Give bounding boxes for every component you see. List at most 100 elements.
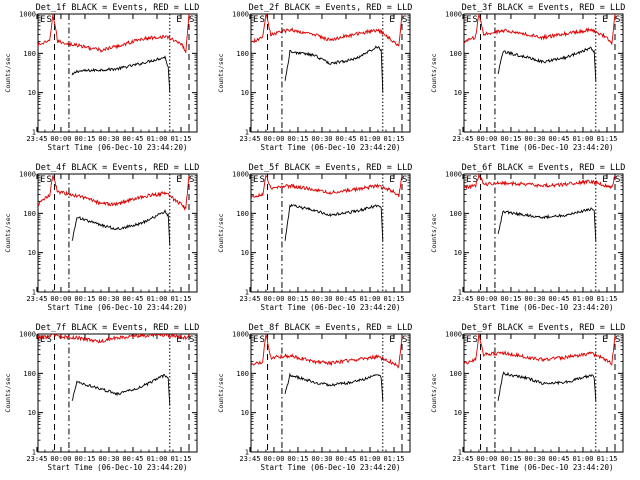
events-series-line	[71, 208, 171, 246]
plot-frame	[37, 13, 198, 133]
panel-title: Det_1f BLACK = Events, RED = LLD	[36, 3, 200, 13]
x-tick-label: 00:00	[50, 135, 71, 143]
x-tick-label: 00:00	[476, 135, 497, 143]
x-tick-label: 00:30	[98, 295, 119, 303]
event-marker-e: E	[389, 175, 394, 185]
event-marker-s: S	[260, 335, 265, 345]
plot-frame	[250, 173, 411, 293]
x-tick-label: 00:15	[500, 295, 521, 303]
panel-det-8: Det_8f BLACK = Events, RED = LLD 1 10 100 10…	[217, 323, 412, 472]
x-tick-label: 01:00	[359, 295, 380, 303]
y-axis-label: Counts/sec	[4, 373, 12, 412]
x-tick-label: 00:15	[74, 455, 95, 463]
y-tick-label: 1000	[445, 331, 462, 339]
x-tick-label: 23:45	[26, 295, 47, 303]
x-tick-label: 00:15	[74, 135, 95, 143]
x-tick-label: 23:45	[26, 135, 47, 143]
event-marker-s: S	[47, 175, 52, 185]
x-tick-label: 00:15	[287, 455, 308, 463]
plot-frame	[463, 173, 624, 293]
x-axis-label: Start Time (06-Dec-10 23:44:20)	[474, 143, 614, 152]
panel-det-7: Det_7f BLACK = Events, RED = LLD 1 10 100 10…	[4, 323, 199, 472]
x-tick-label: 01:00	[572, 455, 593, 463]
x-tick-label: 01:15	[596, 295, 617, 303]
lld-series-line	[464, 174, 616, 191]
event-marker-e: E	[176, 15, 181, 25]
y-tick-label: 1	[32, 129, 36, 137]
y-tick-label: 100	[23, 210, 36, 218]
x-tick-label: 01:15	[383, 135, 404, 143]
panel-title: Det_5f BLACK = Events, RED = LLD	[249, 163, 413, 173]
x-tick-label: 00:45	[335, 135, 356, 143]
x-tick-label: 01:00	[146, 455, 167, 463]
x-tick-label: 00:00	[476, 455, 497, 463]
x-tick-label: 23:45	[26, 455, 47, 463]
event-marker-s: S	[402, 175, 407, 185]
x-tick-label: 01:00	[146, 135, 167, 143]
panel-title: Det_3f BLACK = Events, RED = LLD	[462, 3, 626, 13]
x-tick-label: 00:45	[548, 455, 569, 463]
x-tick-label: 01:00	[572, 295, 593, 303]
event-marker-e: E	[253, 175, 258, 185]
x-tick-label: 01:00	[146, 295, 167, 303]
events-series-line	[71, 55, 171, 93]
lld-series-line	[464, 14, 616, 45]
event-marker-s: S	[189, 335, 194, 345]
x-tick-label: 00:00	[263, 455, 284, 463]
y-tick-label: 1	[245, 289, 249, 297]
events-series-line	[497, 207, 597, 241]
x-tick-label: 00:45	[548, 135, 569, 143]
y-tick-label: 10	[454, 249, 462, 257]
x-tick-label: 00:00	[263, 135, 284, 143]
x-tick-label: 01:15	[170, 135, 191, 143]
panel-det-1: Det_1f BLACK = Events, RED = LLD 1 10 100 10…	[4, 3, 199, 152]
y-tick-label: 10	[241, 249, 249, 257]
plot-frame	[250, 333, 411, 453]
y-tick-label: 1	[458, 289, 462, 297]
x-tick-label: 00:30	[98, 135, 119, 143]
y-axis-label: Counts/sec	[4, 53, 12, 92]
x-tick-label: 00:30	[524, 295, 545, 303]
y-tick-label: 1000	[232, 331, 249, 339]
event-marker-s: S	[473, 15, 478, 25]
event-marker-e: E	[253, 15, 258, 25]
panel-det-6: Det_6f BLACK = Events, RED = LLD 1 10 100 10…	[430, 163, 625, 312]
lld-series-line	[251, 334, 403, 369]
x-tick-label: 00:15	[74, 295, 95, 303]
x-tick-label: 23:45	[452, 135, 473, 143]
plot-frame	[463, 333, 624, 453]
panel-title: Det_6f BLACK = Events, RED = LLD	[462, 163, 626, 173]
x-tick-label: 01:00	[572, 135, 593, 143]
y-tick-label: 10	[241, 89, 249, 97]
x-tick-label: 00:15	[500, 455, 521, 463]
x-tick-label: 00:15	[500, 135, 521, 143]
plot-frame	[250, 13, 411, 133]
event-marker-s: S	[189, 175, 194, 185]
lld-series-line	[251, 14, 403, 47]
plot-frame	[37, 173, 198, 293]
x-tick-label: 00:45	[122, 295, 143, 303]
x-axis-label: Start Time (06-Dec-10 23:44:20)	[261, 303, 401, 312]
lld-series-line	[38, 175, 190, 212]
event-marker-s: S	[402, 335, 407, 345]
event-marker-e: E	[602, 175, 607, 185]
events-series-line	[71, 373, 171, 406]
x-tick-label: 00:30	[311, 295, 332, 303]
event-marker-e: E	[466, 175, 471, 185]
y-tick-label: 10	[28, 89, 36, 97]
event-marker-e: E	[389, 335, 394, 345]
panel-title: Det_4f BLACK = Events, RED = LLD	[36, 163, 200, 173]
event-marker-s: S	[473, 335, 478, 345]
x-tick-label: 23:45	[452, 295, 473, 303]
event-marker-s: S	[615, 335, 620, 345]
y-tick-label: 1000	[445, 11, 462, 19]
x-tick-label: 00:30	[311, 455, 332, 463]
y-axis-label: Counts/sec	[430, 53, 438, 92]
x-tick-label: 00:45	[335, 295, 356, 303]
panel-title: Det_2f BLACK = Events, RED = LLD	[249, 3, 413, 13]
x-tick-label: 01:15	[596, 135, 617, 143]
lld-series-line	[38, 14, 190, 53]
event-marker-s: S	[615, 175, 620, 185]
y-tick-label: 100	[449, 370, 462, 378]
y-tick-label: 10	[28, 409, 36, 417]
